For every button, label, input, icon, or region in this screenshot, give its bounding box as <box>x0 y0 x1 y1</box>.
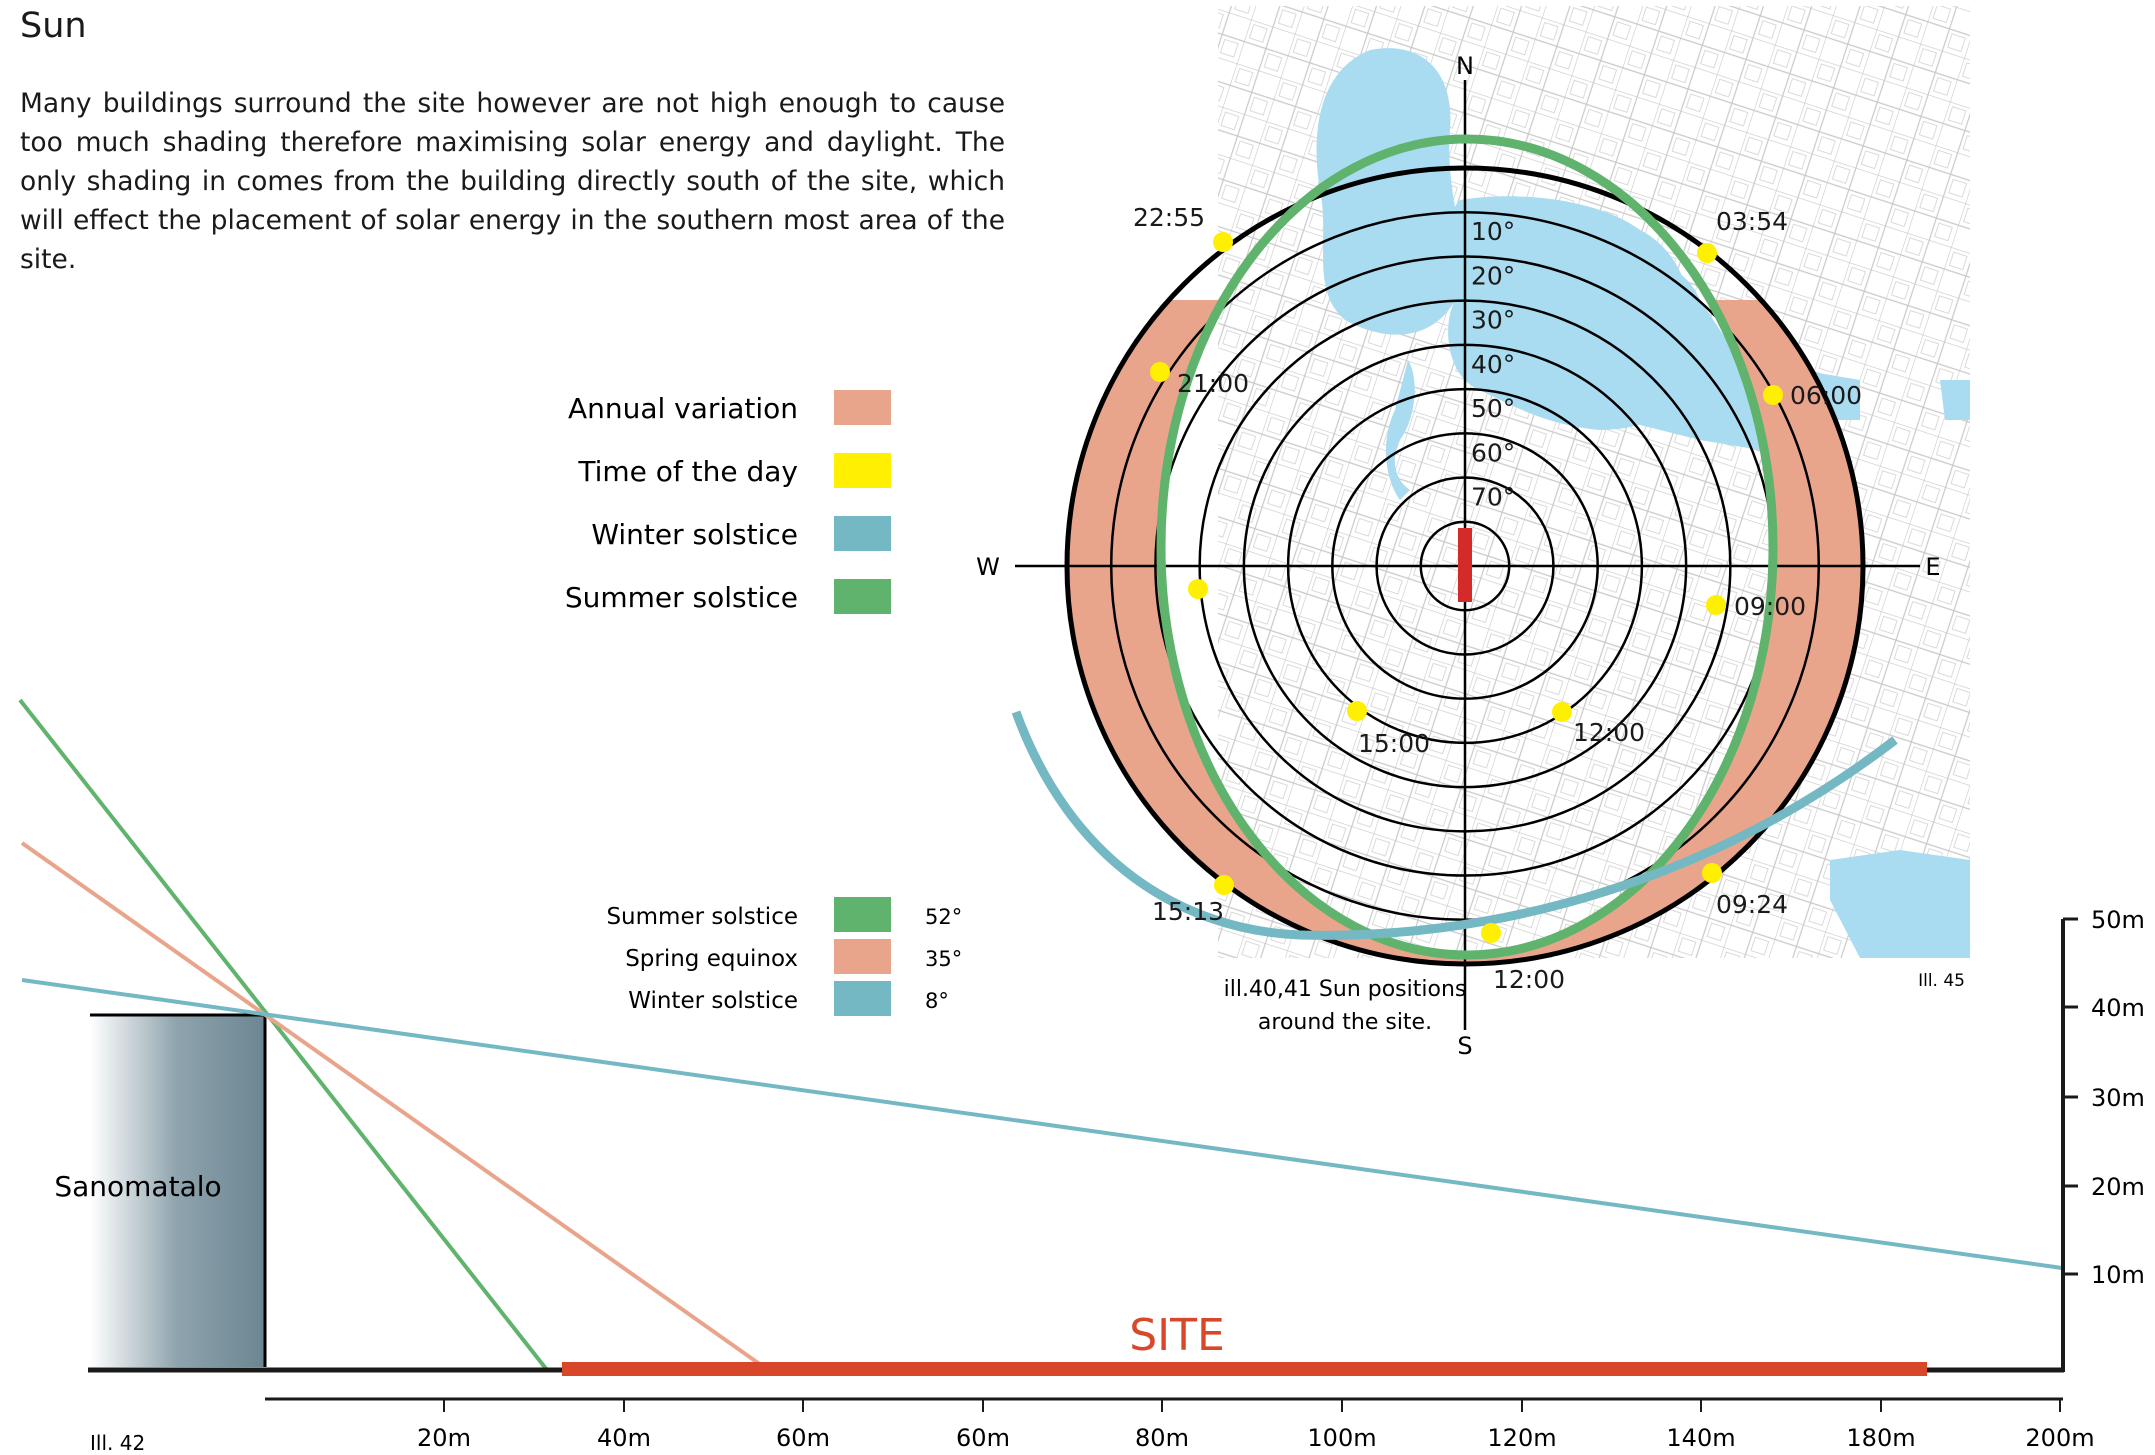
height-ticks: 50m 40m 30m 20m 10m <box>2063 906 2145 1289</box>
section-legend: Summer solstice 52° Spring equinox 35° W… <box>606 897 962 1016</box>
time-label: 06:00 <box>1790 381 1862 410</box>
legend-label-summer: Summer solstice <box>565 581 798 614</box>
altitude-label: 70° <box>1471 483 1515 512</box>
sun-dot <box>1481 923 1501 943</box>
distance-tick-label: 80m <box>1135 1424 1189 1452</box>
time-label: 22:55 <box>1133 203 1205 232</box>
section-reference: Ill. 42 <box>90 1431 145 1455</box>
site-map <box>1218 6 1970 958</box>
legend-label-time: Time of the day <box>577 455 798 488</box>
sun-dot <box>1552 702 1572 722</box>
north-label: N <box>1456 52 1474 80</box>
height-tick-label: 30m <box>2091 1084 2145 1112</box>
east-label: E <box>1925 553 1940 581</box>
altitude-label: 40° <box>1471 350 1515 379</box>
winter-sun-ray <box>21 978 2063 1270</box>
altitude-label: 50° <box>1471 394 1515 423</box>
time-label: 09:24 <box>1716 890 1788 919</box>
altitude-label: 10° <box>1471 217 1515 246</box>
section-legend-summer: Summer solstice <box>606 904 798 930</box>
time-label: 12:00 <box>1573 718 1645 747</box>
site-bar <box>562 1362 1927 1376</box>
intro-paragraph: Many buildings surround the site however… <box>20 88 1005 275</box>
sun-dot <box>1702 863 1722 883</box>
site-label: SITE <box>1129 1310 1225 1361</box>
legend-label-annual: Annual variation <box>568 392 798 425</box>
time-label: 21:00 <box>1177 369 1249 398</box>
time-label: 12:00 <box>1493 965 1565 994</box>
distance-tick-label: 200m <box>2025 1424 2094 1452</box>
winter-solstice-path <box>1011 710 1898 940</box>
sun-dot <box>1763 385 1783 405</box>
legend-swatch-summer <box>834 579 891 614</box>
altitude-label: 60° <box>1471 438 1515 467</box>
section-swatch-winter <box>834 981 891 1016</box>
sun-dot <box>1188 579 1208 599</box>
height-tick-label: 40m <box>2091 994 2145 1022</box>
west-label: W <box>976 553 1000 581</box>
sun-dot <box>1706 595 1726 615</box>
height-tick-label: 10m <box>2091 1261 2145 1289</box>
shading-section: Summer solstice 52° Spring equinox 35° W… <box>18 698 2145 1455</box>
height-tick-label: 50m <box>2091 906 2145 934</box>
sun-path-diagram: 10° 20° 30° 40° 50° 60° 70° N S W E 22:55 21:0… <box>976 52 1965 1060</box>
time-label: 15:13 <box>1152 897 1224 926</box>
distance-tick-label: 180m <box>1846 1424 1915 1452</box>
distance-tick-label: 60m <box>956 1424 1010 1452</box>
sun-caption-line-1: ill.40,41 Sun positions <box>1224 977 1467 1002</box>
sanomatalo-building <box>90 1015 265 1367</box>
sun-dot <box>1697 243 1717 263</box>
distance-ticks: 20m 40m 60m 60m 80m 100m 120m 140m 180m 200m <box>417 1399 2095 1452</box>
equinox-sun-ray <box>20 841 770 1372</box>
sun-position-dots <box>1150 232 1783 943</box>
section-angle-equinox: 35° <box>925 947 962 971</box>
distance-tick-label: 120m <box>1487 1424 1556 1452</box>
distance-tick-label: 100m <box>1307 1424 1376 1452</box>
height-tick-label: 20m <box>2091 1173 2145 1201</box>
time-labels: 22:55 21:00 03:54 06:00 09:00 12:00 15:0… <box>1133 203 1862 994</box>
sun-dot <box>1213 232 1233 252</box>
map-reference: Ill. 45 <box>1918 971 1965 991</box>
section-angle-summer: 52° <box>925 905 962 929</box>
time-label: 15:00 <box>1358 729 1430 758</box>
sun-legend: Annual variation Time of the day Winter … <box>565 390 891 614</box>
altitude-label: 30° <box>1471 306 1515 335</box>
sun-dot <box>1347 701 1367 721</box>
distance-tick-label: 20m <box>417 1424 471 1452</box>
sun-dot <box>1150 362 1170 382</box>
south-label: S <box>1457 1032 1472 1060</box>
site-marker <box>1458 528 1472 602</box>
legend-label-winter: Winter solstice <box>591 518 798 551</box>
section-legend-winter: Winter solstice <box>628 988 798 1014</box>
distance-tick-label: 140m <box>1666 1424 1735 1452</box>
summer-solstice-path <box>1156 134 1778 960</box>
altitude-labels: 10° 20° 30° 40° 50° 60° 70° <box>1471 217 1515 511</box>
legend-swatch-annual <box>834 390 891 425</box>
map-water <box>1316 48 1970 958</box>
section-angle-winter: 8° <box>925 989 949 1013</box>
sun-dot <box>1214 875 1234 895</box>
sun-caption-line-2: around the site. <box>1258 1010 1432 1035</box>
legend-swatch-winter <box>834 516 891 551</box>
summer-sun-ray <box>18 698 549 1372</box>
building-label: Sanomatalo <box>54 1170 221 1203</box>
time-label: 09:00 <box>1734 592 1806 621</box>
page-title: Sun <box>20 6 87 46</box>
altitude-label: 20° <box>1471 261 1515 290</box>
legend-swatch-time <box>834 453 891 488</box>
section-legend-equinox: Spring equinox <box>625 946 798 972</box>
distance-tick-label: 60m <box>776 1424 830 1452</box>
time-label: 03:54 <box>1716 207 1788 236</box>
distance-tick-label: 40m <box>597 1424 651 1452</box>
section-swatch-summer <box>834 897 891 932</box>
section-swatch-equinox <box>834 939 891 974</box>
